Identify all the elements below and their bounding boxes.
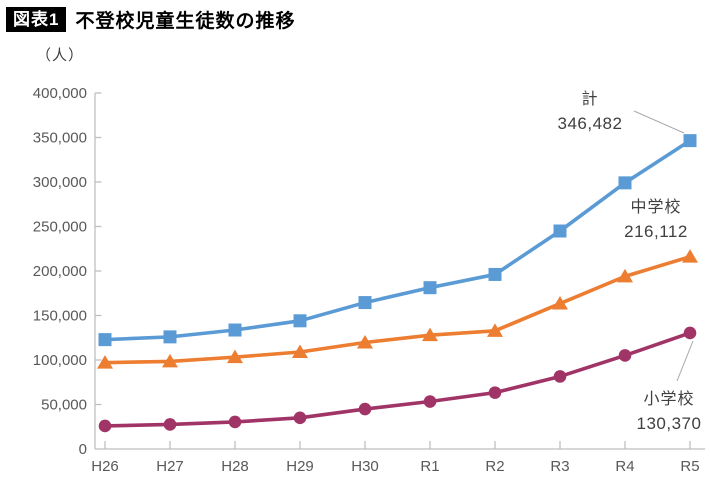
series-total-marker — [293, 314, 307, 328]
y-tick-label: 250,000 — [33, 219, 87, 236]
series-junior-high-marker — [552, 296, 568, 310]
series-elementary-marker — [98, 419, 112, 433]
series-junior-high-marker — [617, 268, 633, 283]
figure-number-badge: 図表1 — [6, 7, 67, 32]
series-junior-high-marker — [227, 349, 243, 364]
series-total-marker — [163, 330, 177, 344]
series-elementary-marker — [683, 326, 697, 340]
annotation-total-label: 計 — [581, 91, 599, 108]
callout-line-elementary — [676, 340, 694, 382]
callout-line-total — [633, 110, 685, 134]
series-total-line — [103, 138, 692, 342]
x-tick-label: H30 — [351, 458, 379, 475]
x-tick-label: H28 — [221, 458, 249, 475]
annotation-junior-high: 中学校 216,112 — [606, 196, 706, 244]
series-total-marker — [618, 176, 632, 190]
series-junior-high-marker — [682, 249, 698, 263]
y-tick-label: 150,000 — [33, 308, 87, 325]
y-tick-label: 50,000 — [41, 397, 87, 414]
series-total-marker — [683, 134, 697, 148]
x-tick-label: R3 — [550, 458, 569, 475]
y-tick-label: 200,000 — [33, 263, 87, 280]
series-elementary-marker — [293, 411, 307, 425]
x-tick-label: H27 — [156, 458, 184, 475]
series-junior-high-marker — [487, 323, 503, 337]
series-total-marker — [488, 267, 502, 281]
series-total-marker — [228, 323, 242, 337]
x-tick-label: R4 — [615, 458, 634, 475]
x-tick-label: R5 — [680, 458, 699, 475]
series-junior-high-marker — [357, 334, 373, 349]
annotation-elementary: 小学校 130,370 — [619, 388, 710, 436]
x-tick-label: R1 — [420, 458, 439, 475]
series-junior-high-marker — [422, 327, 438, 342]
series-total-marker — [358, 296, 372, 310]
x-tick-label: H29 — [286, 458, 314, 475]
y-tick-label: 350,000 — [33, 130, 87, 147]
annotation-junior-high-value: 216,112 — [624, 222, 688, 241]
y-tick-label: 0 — [79, 441, 87, 458]
series-junior-high-marker — [292, 344, 308, 358]
y-axis-unit-label: （人） — [36, 47, 85, 64]
annotation-junior-high-label: 中学校 — [630, 199, 682, 216]
y-tick-label: 400,000 — [33, 85, 87, 102]
series-junior-high-marker — [162, 353, 178, 368]
series-junior-high-line — [103, 254, 692, 365]
series-elementary-marker — [163, 418, 177, 431]
series-elementary-marker — [423, 395, 437, 408]
series-elementary-line — [103, 331, 692, 428]
chart-title: 不登校児童生徒数の推移 — [75, 11, 296, 32]
series-elementary-marker — [618, 349, 632, 362]
series-total-marker — [553, 224, 567, 238]
annotation-total: 計 346,482 — [540, 88, 640, 136]
annotation-total-value: 346,482 — [557, 114, 623, 133]
series-total-marker — [423, 281, 437, 295]
y-tick-label: 300,000 — [33, 174, 87, 191]
x-tick-label: H26 — [91, 458, 119, 475]
series-elementary-marker — [553, 370, 567, 383]
chart-header: 図表1 不登校児童生徒数の推移 — [6, 6, 295, 33]
x-tick-label: R2 — [485, 458, 504, 475]
series-junior-high-marker — [97, 355, 113, 369]
annotation-elementary-value: 130,370 — [636, 414, 702, 433]
series-total-marker — [98, 333, 112, 347]
series-elementary-marker — [358, 402, 372, 416]
y-tick-label: 100,000 — [33, 352, 87, 369]
series-elementary-marker — [488, 386, 502, 399]
annotation-elementary-label: 小学校 — [643, 391, 695, 408]
series-elementary-marker — [228, 415, 242, 429]
